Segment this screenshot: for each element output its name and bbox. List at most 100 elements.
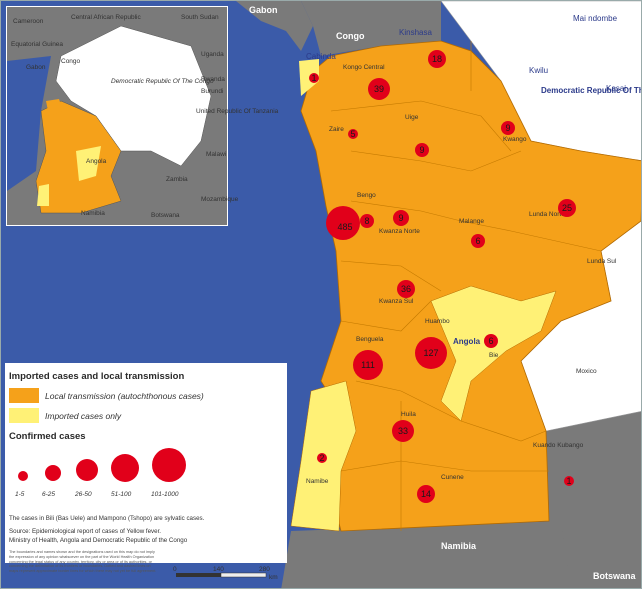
- case-count: 8: [364, 216, 369, 226]
- case-circle-malange: [471, 234, 485, 248]
- scale-bar: 0 140 280 km: [173, 566, 278, 581]
- inset-angola-label: Angola: [86, 158, 107, 165]
- legend-bin-label: 101-1000: [151, 491, 179, 498]
- province-label: Lunda Norte: [529, 211, 565, 218]
- inset-zambia-label: Zambia: [166, 176, 188, 183]
- inset-cameroon-label: Cameroon: [13, 18, 44, 25]
- case-circle-namibe: [317, 453, 327, 463]
- province-label: Namibe: [306, 478, 329, 485]
- province-label: Huambo: [425, 318, 450, 325]
- province-label: Cunene: [441, 474, 464, 481]
- inset-map: Democratic Republic Of The Congo Angola …: [6, 6, 279, 226]
- kwilu-label: Kwilu: [529, 66, 548, 75]
- mai-ndombe-label: Mai ndombe: [573, 14, 618, 23]
- cabinda-area: [299, 59, 319, 96]
- bie-imported-area: [430, 285, 557, 422]
- case-count: 6: [475, 236, 480, 246]
- province-label: Bie: [489, 352, 499, 359]
- case-count: 39: [374, 84, 384, 94]
- case-count: 9: [398, 213, 403, 223]
- scale-unit: km: [269, 574, 278, 581]
- case-circle-kinshasa: [428, 50, 446, 68]
- legend-bin-label: 6-25: [42, 491, 55, 498]
- province-labels: Kongo Central Kwango Zaire Uige Bengo Kw…: [306, 64, 617, 485]
- cabinda-label: Cabinda: [306, 52, 336, 61]
- province-label: Benguela: [356, 336, 384, 343]
- province-label: Kongo Central: [343, 64, 385, 71]
- inset-congo-label: Congo: [61, 58, 81, 65]
- case-count: 33: [398, 426, 408, 436]
- case-count: 6: [488, 336, 493, 346]
- province-label: Zaire: [329, 126, 344, 133]
- namibia-label: Namibia: [441, 541, 477, 551]
- kasai-label: Kasai: [606, 84, 626, 93]
- scale-label-0: 0: [173, 566, 177, 573]
- imported-swatch: [9, 408, 39, 423]
- legend-bin-label: 51-100: [111, 491, 132, 498]
- legend-bin-label: 1-5: [15, 491, 25, 498]
- case-count: 485: [337, 222, 352, 232]
- case-circle-zaire: [348, 129, 358, 139]
- province-label: Malange: [459, 218, 484, 225]
- case-count: 36: [401, 284, 411, 294]
- case-count: 9: [419, 145, 424, 155]
- case-count: 111: [361, 360, 375, 370]
- case-count: 14: [421, 489, 431, 499]
- congo-label: Congo: [336, 31, 365, 41]
- province-label: Huila: [401, 411, 416, 418]
- case-count: 1: [311, 73, 316, 83]
- case-count: 1: [566, 476, 571, 486]
- congo-region: [301, 1, 441, 56]
- case-circle-lunda-norte: [558, 199, 576, 217]
- inset-malawi-label: Malawi: [206, 151, 226, 158]
- legend-local-label: Local transmission (autochthonous cases): [45, 390, 204, 401]
- province-label: Kwanza Norte: [379, 228, 420, 235]
- legend-circle-101-1000: [152, 448, 186, 482]
- case-circle-huila: [392, 420, 414, 442]
- inset-tanzania-label: United Republic Of Tanzania: [196, 108, 279, 115]
- legend-row-imported: Imported cases only: [9, 408, 259, 423]
- legend-circle-51-100: [111, 454, 139, 482]
- legend-panel: [5, 363, 287, 563]
- inset-botswana-label: Botswana: [151, 212, 180, 219]
- case-circle-bie: [484, 334, 498, 348]
- legend-row-local: Local transmission (autochthonous cases): [9, 388, 259, 403]
- case-count: 25: [562, 203, 572, 213]
- legend-circle-6-25: [45, 465, 61, 481]
- province-borders: [330, 41, 602, 531]
- province-label: Moxico: [576, 368, 597, 375]
- legend-source2: Ministry of Health, Angola and Democrati…: [9, 536, 188, 544]
- scale-label-280: 280: [259, 566, 270, 573]
- case-count: 9: [505, 123, 510, 133]
- inset-mozambique-label: Mozambique: [201, 196, 239, 203]
- inset-drc-label: Democratic Republic Of The Congo: [111, 78, 214, 85]
- legend-title-imported: Imported cases and local transmission: [9, 371, 185, 382]
- legend-title-confirmed: Confirmed cases: [9, 431, 86, 442]
- gabon-region: [236, 1, 313, 51]
- namibia-region: [281, 521, 571, 588]
- case-circle-uige: [415, 143, 429, 157]
- province-label: Lunda Sul: [587, 258, 617, 265]
- inset-rwanda-label: Rwanda: [201, 76, 225, 83]
- legend-circle-1-5: [18, 471, 28, 481]
- case-circle-kwanza-norte: [393, 210, 409, 226]
- province-label: Kwanza Sul: [379, 298, 414, 305]
- drc-label: Democratic Republic Of The Congo: [541, 86, 642, 95]
- case-count: 2: [319, 453, 324, 463]
- legend: Imported cases and local transmission Lo…: [9, 371, 259, 574]
- legend-bin-label: 26-50: [74, 491, 92, 498]
- inset-uganda-label: Uganda: [201, 51, 224, 58]
- kinshasa-label: Kinshasa: [399, 28, 432, 37]
- case-circle-kongo-central: [368, 78, 390, 100]
- case-count: 127: [423, 348, 438, 358]
- case-circle-kwanza-sul: [397, 280, 415, 298]
- case-circle-luanda: [326, 206, 360, 240]
- local-swatch: [9, 388, 39, 403]
- case-circle-bengo: [360, 214, 374, 228]
- province-label: Bengo: [357, 192, 376, 199]
- inset-namibia-label: Namibia: [81, 210, 105, 217]
- legend-source1: Source: Epidemiological report of cases …: [9, 528, 162, 536]
- province-label: Kwango: [503, 136, 527, 143]
- province-label: Uige: [405, 114, 419, 121]
